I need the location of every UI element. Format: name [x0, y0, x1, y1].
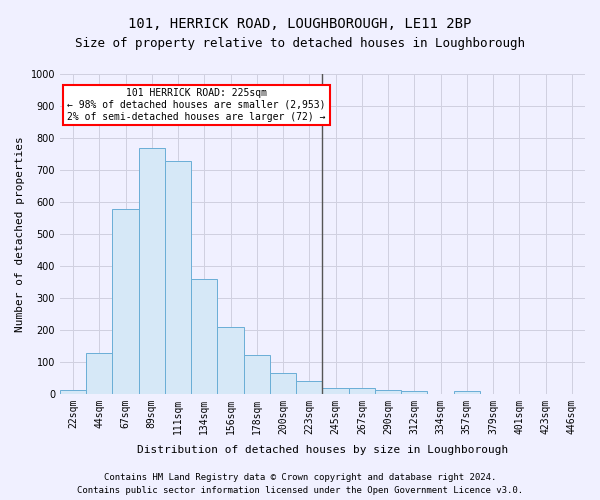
Text: Contains public sector information licensed under the Open Government Licence v3: Contains public sector information licen…: [77, 486, 523, 495]
Text: 101, HERRICK ROAD, LOUGHBOROUGH, LE11 2BP: 101, HERRICK ROAD, LOUGHBOROUGH, LE11 2B…: [128, 18, 472, 32]
Bar: [191, 280, 217, 394]
Bar: [244, 356, 270, 394]
Bar: [86, 353, 112, 394]
Bar: [217, 326, 244, 394]
Bar: [270, 373, 296, 394]
Bar: [112, 209, 139, 394]
Bar: [349, 388, 375, 394]
Bar: [165, 161, 191, 394]
X-axis label: Distribution of detached houses by size in Loughborough: Distribution of detached houses by size …: [137, 445, 508, 455]
Y-axis label: Number of detached properties: Number of detached properties: [15, 136, 25, 332]
Bar: [60, 390, 86, 394]
Bar: [454, 391, 480, 394]
Bar: [296, 381, 322, 394]
Bar: [139, 148, 165, 394]
Bar: [322, 388, 349, 394]
Text: Size of property relative to detached houses in Loughborough: Size of property relative to detached ho…: [75, 38, 525, 51]
Bar: [375, 390, 401, 394]
Text: 101 HERRICK ROAD: 225sqm
← 98% of detached houses are smaller (2,953)
2% of semi: 101 HERRICK ROAD: 225sqm ← 98% of detach…: [67, 88, 326, 122]
Bar: [401, 391, 427, 394]
Text: Contains HM Land Registry data © Crown copyright and database right 2024.: Contains HM Land Registry data © Crown c…: [104, 474, 496, 482]
